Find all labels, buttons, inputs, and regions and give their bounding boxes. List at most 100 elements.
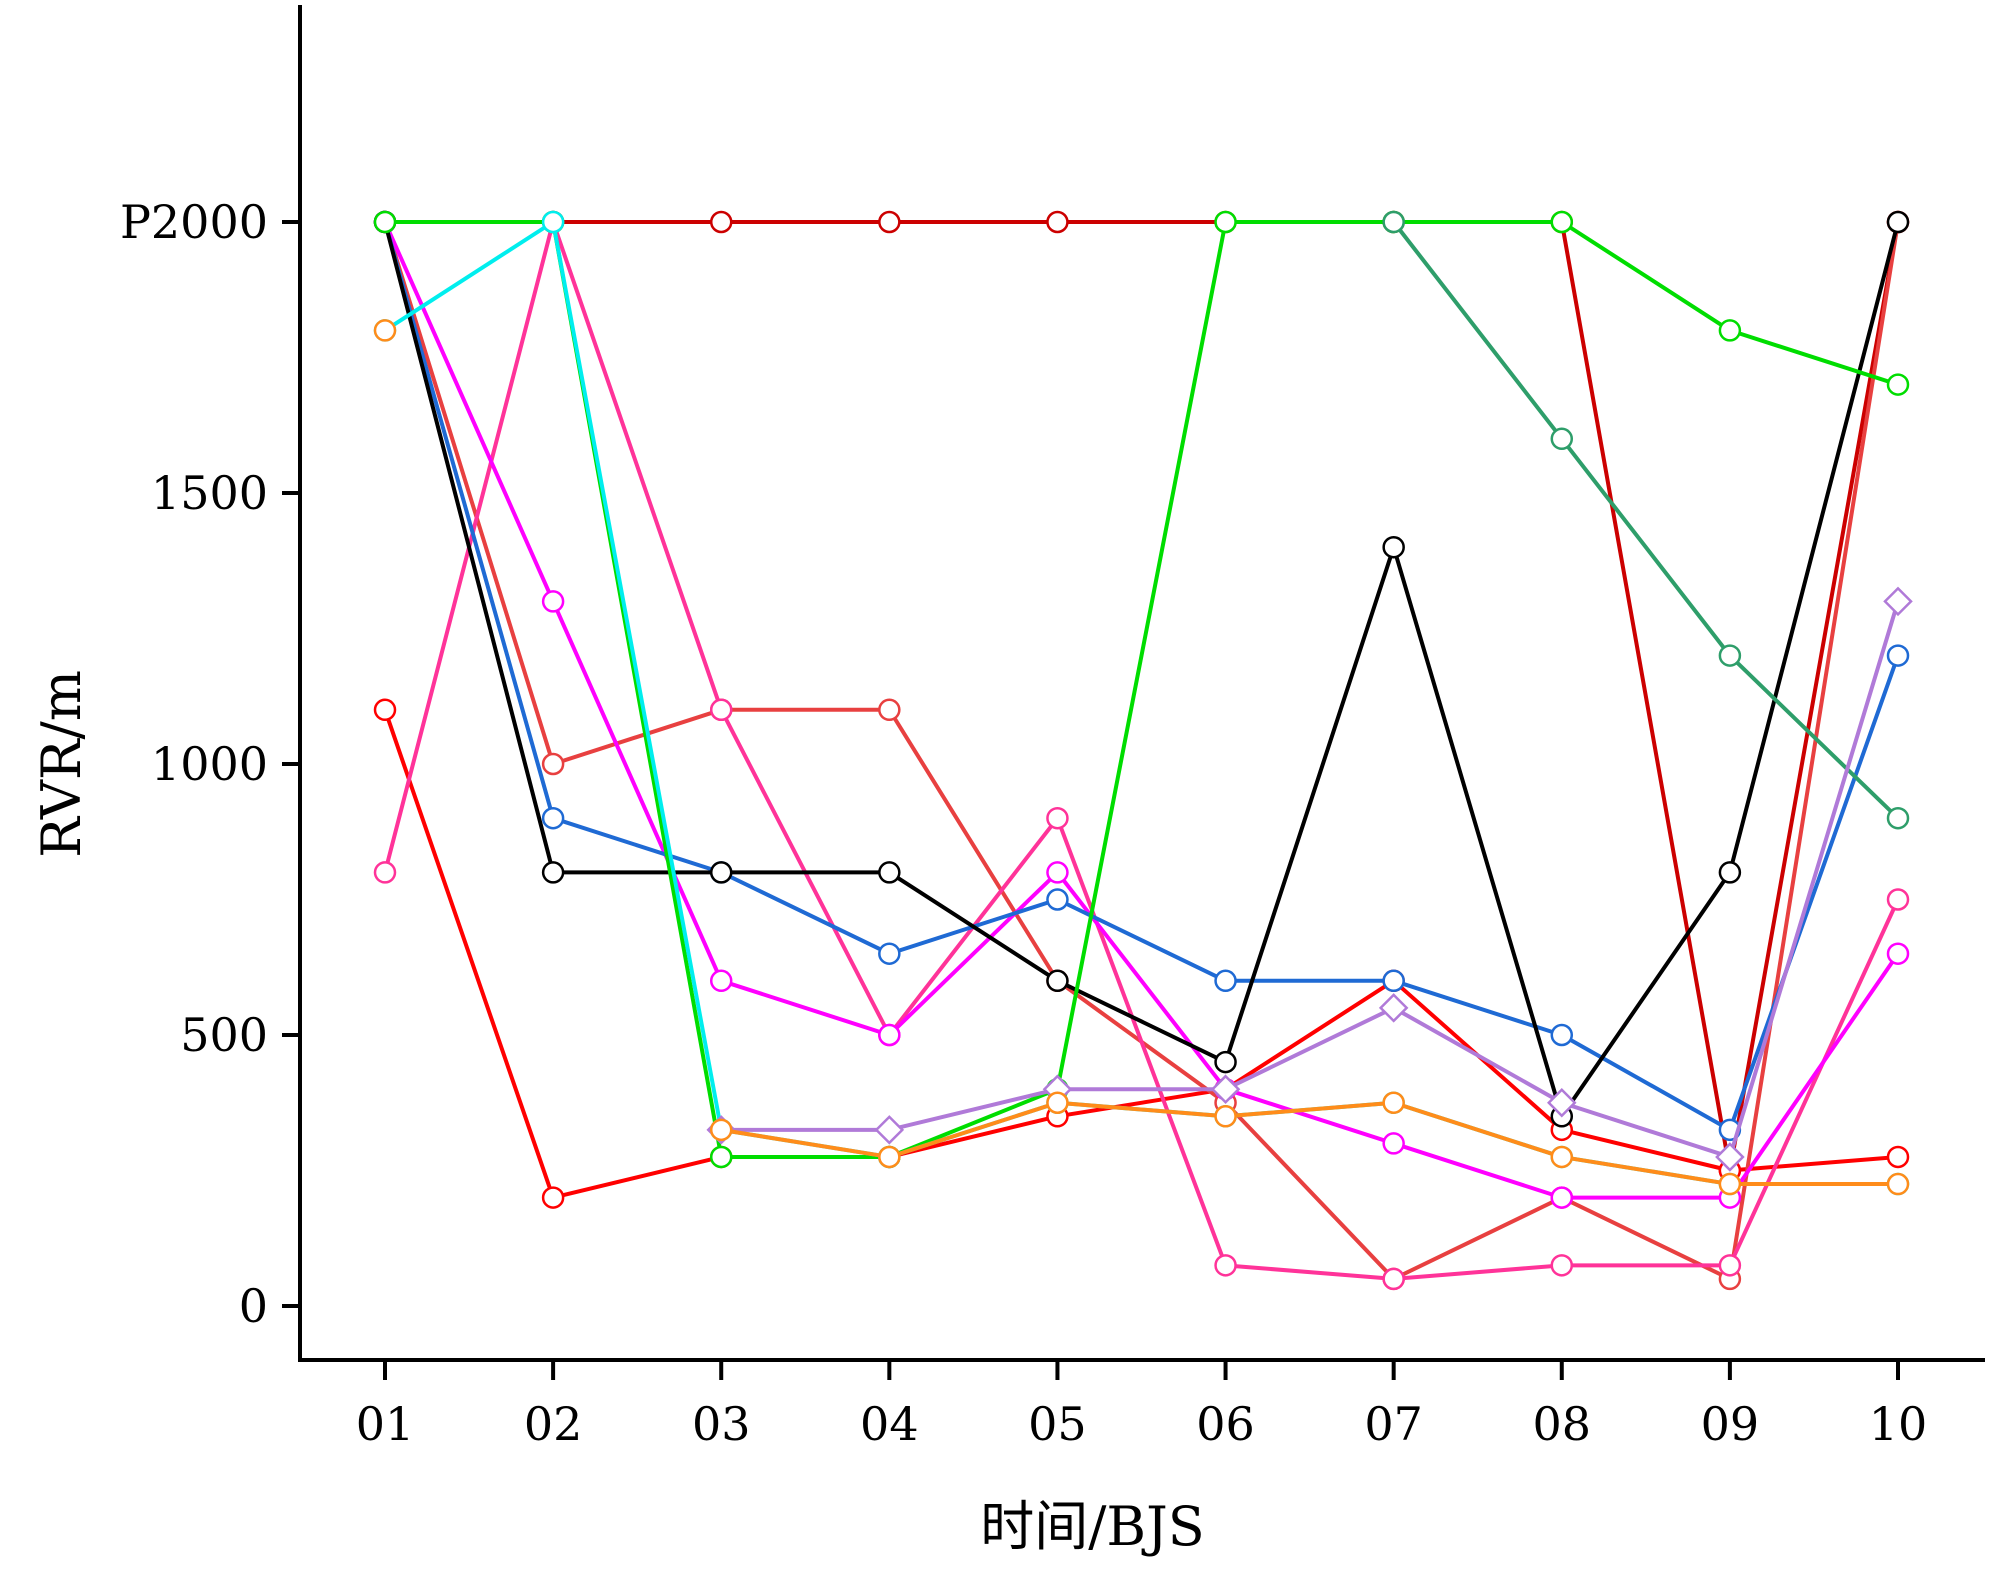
series-7 <box>373 210 1910 1128</box>
data-point <box>1550 427 1574 451</box>
data-point <box>1214 1105 1237 1128</box>
series-8 <box>373 210 1910 1169</box>
series-11 <box>706 586 1913 1172</box>
x-tick-label: 06 <box>1196 1397 1255 1451</box>
axes <box>298 5 1985 1362</box>
data-point <box>541 752 565 776</box>
data-point <box>1886 210 1910 234</box>
data-point <box>1550 1186 1574 1209</box>
series-line <box>385 220 1900 1173</box>
data-point <box>1046 806 1069 830</box>
series-4 <box>373 210 1910 1291</box>
series-line <box>720 1100 1898 1187</box>
data-point <box>878 942 901 965</box>
x-tick-label: 04 <box>860 1397 919 1451</box>
data-point <box>1382 1132 1405 1155</box>
y-tick-label: P2000 <box>120 195 268 249</box>
x-tick-label: 10 <box>1869 1397 1928 1451</box>
y-axis-title: RVR/m <box>30 670 93 858</box>
x-ticks: 01 02 03 04 05 06 07 08 09 10 <box>356 1360 1928 1451</box>
data-point <box>1046 861 1069 884</box>
data-point <box>878 210 901 234</box>
data-point <box>709 1118 733 1142</box>
data-point <box>878 861 901 884</box>
data-point <box>1883 586 1913 617</box>
x-tick-label: 01 <box>356 1397 415 1451</box>
data-point <box>1718 861 1742 884</box>
data-point <box>373 861 397 884</box>
data-point <box>373 319 397 342</box>
series-line <box>385 220 1899 1159</box>
data-point <box>709 861 733 884</box>
y-tick-label: 500 <box>180 1008 268 1062</box>
series-group <box>373 210 1913 1291</box>
data-point <box>1382 969 1405 993</box>
data-point <box>1046 1091 1069 1114</box>
data-point <box>1886 1145 1910 1169</box>
data-point <box>541 806 565 830</box>
data-point <box>1718 644 1742 667</box>
data-point <box>541 210 565 234</box>
data-point <box>709 210 733 234</box>
data-point <box>1382 1091 1405 1114</box>
data-point <box>709 969 733 993</box>
data-point <box>1547 1087 1577 1118</box>
x-tick-label: 05 <box>1028 1397 1087 1451</box>
data-point <box>1550 1023 1574 1047</box>
data-point <box>1214 210 1237 234</box>
x-tick-label: 08 <box>1533 1397 1592 1451</box>
series-line <box>1392 220 1900 820</box>
data-point <box>1214 969 1237 993</box>
y-tick-label: 1500 <box>151 466 268 520</box>
data-point <box>1886 806 1910 830</box>
data-point <box>1378 993 1409 1023</box>
series-2 <box>373 698 1910 1209</box>
data-point <box>1550 1254 1574 1277</box>
data-point <box>1382 535 1405 559</box>
series-line <box>383 221 1900 1119</box>
data-point <box>878 1145 901 1169</box>
data-point <box>1046 969 1069 993</box>
series-6 <box>373 210 1910 1142</box>
data-point <box>1886 373 1910 396</box>
data-point <box>709 698 733 722</box>
data-point <box>1550 210 1574 234</box>
data-point <box>1046 888 1069 911</box>
data-point <box>541 1186 565 1209</box>
series-1 <box>373 210 1910 1182</box>
data-point <box>541 590 565 613</box>
data-point <box>1886 644 1910 667</box>
series-line <box>383 221 1900 1132</box>
x-tick-label: 03 <box>692 1397 751 1451</box>
series-5 <box>373 210 1910 1209</box>
data-point <box>1214 1254 1237 1277</box>
data-point <box>1886 888 1910 911</box>
series-line <box>721 600 1900 1159</box>
data-point <box>1718 1254 1742 1277</box>
data-point <box>1210 1074 1241 1104</box>
data-point <box>1382 210 1405 234</box>
data-point <box>1886 1172 1910 1196</box>
series-line <box>383 221 1900 1200</box>
data-point <box>1718 319 1742 342</box>
data-point <box>709 1145 733 1169</box>
series-line <box>383 221 1900 1281</box>
y-tick-label: 1000 <box>151 737 268 791</box>
data-point <box>1214 1050 1237 1074</box>
data-point <box>874 1115 905 1145</box>
data-point <box>1550 1145 1574 1169</box>
series-line <box>383 709 1899 1200</box>
data-point <box>1718 1172 1742 1196</box>
data-point <box>373 210 397 234</box>
x-axis-title: 时间/BJS <box>980 1495 1205 1558</box>
data-point <box>878 698 901 722</box>
data-point <box>1715 1142 1745 1172</box>
series-9 <box>1382 210 1910 830</box>
series-line <box>383 220 1900 1281</box>
x-tick-label: 07 <box>1364 1397 1423 1451</box>
x-tick-label: 02 <box>524 1397 583 1451</box>
data-point <box>1046 210 1069 234</box>
data-point <box>878 1023 901 1047</box>
y-tick-label: 0 <box>239 1279 268 1333</box>
